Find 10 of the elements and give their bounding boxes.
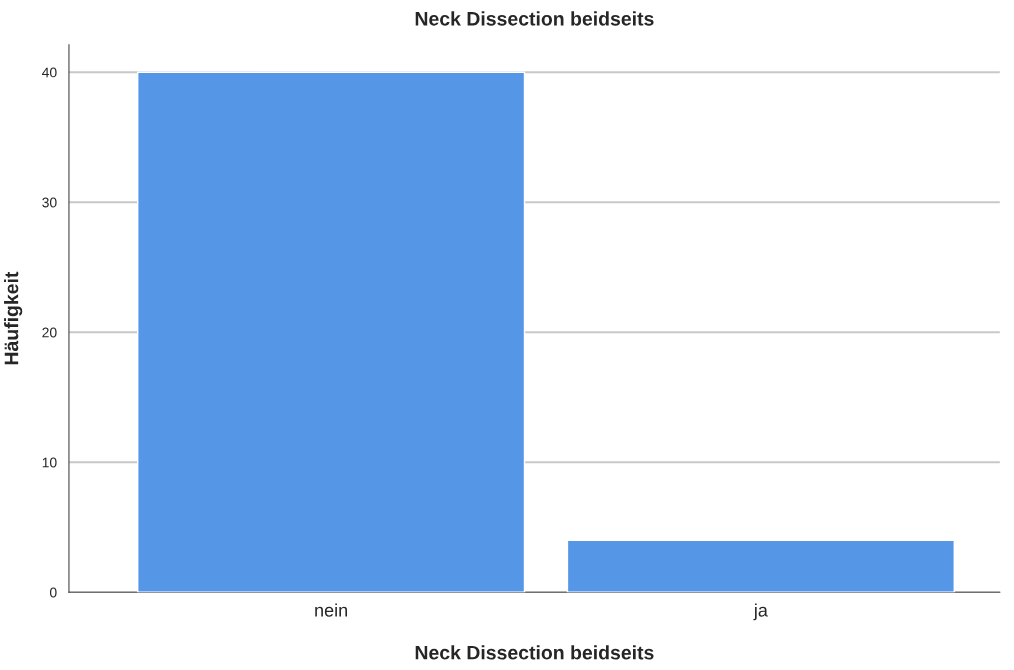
- y-tick-label: 10: [42, 457, 57, 468]
- y-tick-label: 0: [49, 587, 57, 598]
- y-tick-label: 20: [42, 327, 57, 338]
- y-tick-label: 30: [42, 197, 57, 208]
- x-tick-label: ja: [753, 603, 768, 621]
- chart-title: Neck Dissection beidseits: [415, 11, 654, 26]
- x-axis-title: Neck Dissection beidseits: [415, 645, 654, 660]
- y-tick-label: 40: [42, 67, 57, 78]
- y-axis-title: Häufigkeit: [4, 271, 23, 365]
- x-tick-label: nein: [315, 603, 347, 617]
